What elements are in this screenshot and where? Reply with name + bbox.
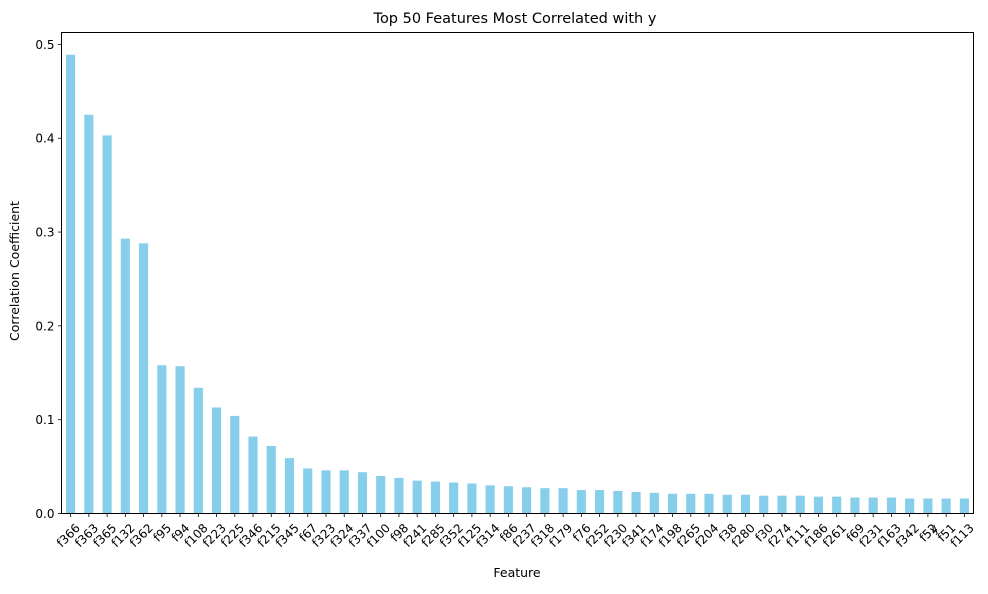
- bar-f280: [740, 494, 751, 514]
- x-axis-ticks: f366f363f365f132f362f95f94f108f223f225f3…: [54, 513, 977, 550]
- bar-f252: [595, 490, 605, 514]
- y-tick-label: 0.1: [35, 413, 54, 427]
- bars-group: [66, 54, 969, 514]
- bar-f86: [503, 486, 513, 514]
- bar-f265: [686, 493, 696, 514]
- y-axis-label: Correlation Coefficient: [7, 201, 22, 341]
- bar-f237: [522, 487, 532, 514]
- bar-f52: [923, 498, 933, 514]
- y-tick-label: 0.3: [35, 226, 54, 240]
- bar-f230: [613, 490, 623, 514]
- bar-f342: [905, 498, 915, 514]
- y-tick-label: 0.2: [35, 319, 54, 333]
- bar-f111: [795, 495, 805, 514]
- bar-f163: [886, 497, 896, 514]
- bar-f113: [959, 498, 969, 514]
- bar-f231: [868, 497, 878, 514]
- bar-f179: [558, 488, 568, 514]
- bar-f241: [412, 480, 422, 514]
- bar-f76: [576, 490, 586, 514]
- y-axis-ticks: 0.0 0.1 0.2 0.3 0.4 0.5: [35, 38, 62, 521]
- bar-f261: [832, 496, 842, 514]
- bar-f345: [284, 458, 295, 514]
- bar-f198: [667, 493, 678, 514]
- bar-f95: [157, 365, 167, 514]
- bar-f274: [777, 495, 787, 514]
- bar-f285: [430, 481, 440, 514]
- bar-f365: [102, 135, 112, 514]
- bar-f204: [704, 493, 714, 514]
- bar-f323: [321, 470, 331, 514]
- bar-f30: [759, 495, 769, 514]
- bar-f98: [394, 477, 404, 514]
- bar-f38: [722, 494, 732, 514]
- bar-f108: [193, 387, 203, 514]
- bar-f100: [376, 475, 386, 514]
- bar-f352: [449, 482, 459, 514]
- bar-f324: [339, 470, 349, 514]
- bar-f225: [230, 415, 240, 514]
- bar-f94: [175, 366, 185, 514]
- plot-frame: [61, 32, 974, 514]
- x-axis-label: Feature: [493, 565, 541, 580]
- bar-f337: [357, 472, 368, 514]
- bar-f318: [540, 488, 550, 514]
- bar-f341: [631, 491, 641, 514]
- y-tick-label: 0.0: [35, 507, 54, 521]
- bar-f314: [485, 485, 495, 514]
- bar-f69: [850, 497, 860, 514]
- bar-f366: [66, 54, 76, 514]
- bar-f223: [211, 407, 222, 514]
- bar-f67: [303, 468, 313, 514]
- bar-f362: [139, 243, 149, 514]
- chart-title: Top 50 Features Most Correlated with y: [373, 11, 657, 27]
- y-tick-label: 0.5: [35, 38, 54, 52]
- bar-f215: [266, 445, 276, 514]
- bar-f132: [120, 238, 130, 514]
- bar-f346: [248, 436, 258, 514]
- bar-f174: [649, 492, 659, 514]
- bar-f51: [941, 498, 951, 514]
- y-tick-label: 0.4: [35, 132, 54, 146]
- bar-f125: [467, 483, 477, 514]
- bar-f186: [813, 496, 824, 514]
- bar-f363: [84, 114, 94, 514]
